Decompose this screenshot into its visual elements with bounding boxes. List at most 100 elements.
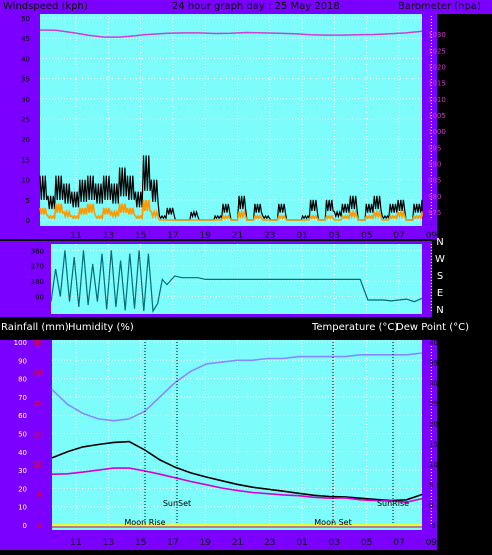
barometer-y-tick-label: 1030 (428, 31, 446, 39)
wind-x-tick-label: 07 (393, 231, 404, 241)
temperature-line (51, 440, 423, 502)
wind-y-tick-label: 50 (21, 15, 30, 23)
temp-y-tick-label: -5 (429, 522, 436, 530)
direction-y-tick-label: 270 (31, 263, 44, 271)
barometer-y-tick-label: 1010 (428, 96, 446, 104)
humidity-y-tick-label: 70 (18, 394, 27, 402)
temp-x-tick-label: 05 (361, 538, 372, 548)
wind-y-tick-label: 25 (21, 116, 30, 124)
barometer-y-tick-label: 1000 (428, 128, 446, 136)
rain-y-tick-label: 15 (33, 431, 42, 439)
temp-axes: 0102030405060708090100051015202530-50510… (14, 339, 438, 548)
temperature-label: Temperature (°C) (312, 322, 399, 333)
wind-x-tick-label: 21 (232, 231, 243, 241)
rain-y-tick-label: 30 (33, 339, 42, 347)
mid-header: Rainfall (mm) Humidity (%) Temperature (… (0, 318, 492, 340)
rain-y-tick-label: 5 (38, 492, 42, 500)
wind-y-tick-label: 35 (21, 76, 30, 84)
humidity-y-tick-label: 10 (18, 504, 27, 512)
direction-grid (51, 244, 432, 312)
humidity-y-tick-label: 80 (18, 376, 27, 384)
wind-x-tick-label: 11 (70, 231, 81, 241)
rain-y-tick-label: 0 (38, 522, 42, 530)
wind-avg-line (39, 199, 423, 221)
wind-x-tick-label: 01 (296, 231, 307, 241)
rainfall-label: Rainfall (mm) (1, 322, 69, 333)
annotation-label: SunRise (377, 499, 409, 508)
temp-y-tick-label: 15 (429, 441, 438, 449)
humidity-label: Humidity (%) (68, 322, 134, 333)
wind-y-tick-label: 15 (21, 156, 30, 164)
annotation-label: SunSet (163, 499, 191, 508)
direction-y-tick-label: 180 (31, 278, 44, 286)
temp-x-tick-label: 21 (232, 538, 243, 548)
top-header: Windspeed (kph) 24 hour graph day : 25 M… (0, 0, 492, 14)
temp-x-tick-label: 07 (393, 538, 404, 548)
compass-label: S (437, 271, 443, 282)
wind-y-tick-label: 45 (21, 35, 30, 43)
temp-y-tick-label: 0 (429, 502, 433, 510)
compass-label: N (436, 305, 443, 316)
temp-y-tick-label: 10 (429, 461, 438, 469)
wind-x-tick-label: 15 (135, 231, 146, 241)
humidity-y-tick-label: 0 (23, 522, 27, 530)
temp-x-tick-label: 15 (135, 538, 146, 548)
humidity-y-tick-label: 50 (18, 431, 27, 439)
dewpoint-line (51, 467, 423, 504)
barometer-line (39, 29, 423, 38)
humidity-line (51, 352, 423, 422)
temp-x-tick-label: 17 (167, 538, 178, 548)
barometer-y-tick-label: 1005 (428, 112, 446, 120)
humidity-y-tick-label: 60 (18, 412, 27, 420)
barometer-y-tick-label: 985 (428, 177, 441, 185)
dewpoint-label: Dew Point (°C) (396, 322, 470, 333)
wind-y-tick-label: 40 (21, 55, 30, 63)
temp-y-tick-label: 30 (429, 380, 438, 388)
wind-axes: 0510152025303540455097598098599099510001… (21, 15, 446, 241)
wind-x-tick-label: 03 (329, 231, 340, 241)
wind-y-tick-label: 5 (26, 197, 30, 205)
rain-y-tick-label: 25 (33, 370, 42, 378)
temp-x-tick-label: 09 (426, 538, 438, 548)
wind-y-tick-label: 10 (21, 177, 30, 185)
temp-y-tick-label: 5 (429, 481, 433, 489)
temp-y-tick-label: 25 (429, 400, 438, 408)
barometer-y-tick-label: 995 (428, 144, 441, 152)
temp-x-tick-label: 23 (264, 538, 275, 548)
annotation-label: Moon Rise (124, 518, 165, 527)
barometer-y-tick-label: 1020 (428, 63, 446, 71)
wind-x-tick-label: 17 (167, 231, 178, 241)
humidity-y-tick-label: 100 (14, 339, 27, 347)
barometer-y-tick-label: 980 (428, 193, 441, 201)
wind-x-tick-label: 23 (264, 231, 275, 241)
wind-plot-area (40, 14, 422, 226)
wind-y-tick-label: 20 (21, 136, 30, 144)
astro-annotations: Moon Rise SunSet Moon Set SunRise (124, 342, 409, 527)
wind-x-tick-label: 13 (103, 231, 114, 241)
humidity-y-tick-label: 20 (18, 485, 27, 493)
temp-y-tick-label: 20 (429, 420, 438, 428)
humidity-y-tick-label: 40 (18, 449, 27, 457)
temp-y-tick-label: 35 (429, 359, 438, 367)
direction-y-tick-label: 360 (31, 247, 44, 255)
temp-x-tick-label: 13 (103, 538, 114, 548)
windspeed-label: Windspeed (kph) (3, 1, 88, 12)
graph-title: 24 hour graph day : 25 May 2018 (172, 1, 340, 12)
barometer-y-tick-label: 1025 (428, 47, 446, 55)
temp-x-tick-label: 11 (70, 538, 81, 548)
compass-label: N (436, 237, 443, 248)
temp-x-tick-label: 19 (199, 538, 211, 548)
annotation-label: Moon Set (314, 518, 351, 527)
wind-y-tick-label: 30 (21, 96, 30, 104)
temp-grid (52, 340, 432, 526)
rain-y-tick-label: 10 (33, 461, 42, 469)
humidity-y-tick-label: 30 (18, 467, 27, 475)
temp-y-tick-label: 40 (429, 339, 438, 347)
wind-y-tick-label: 0 (26, 217, 30, 225)
temp-plot-area (52, 340, 422, 530)
compass-label: E (437, 288, 443, 299)
barometer-y-tick-label: 990 (428, 160, 441, 168)
